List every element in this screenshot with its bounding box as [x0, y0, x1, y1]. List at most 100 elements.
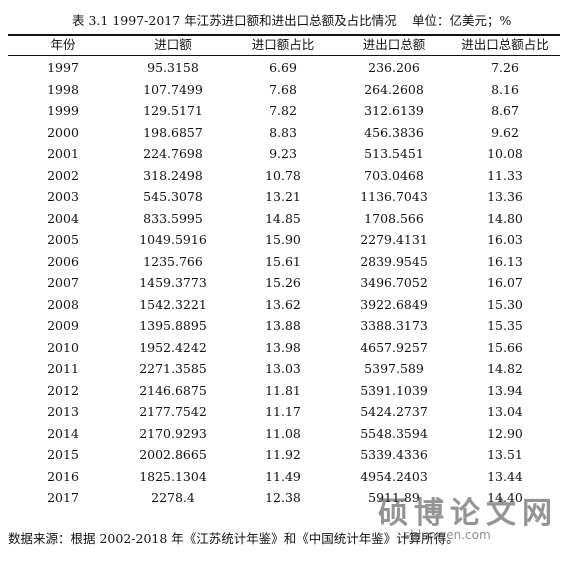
data-table: 年份 进口额 进口额占比 进出口总额 进出口总额占比 1997 95.3158 6.…	[8, 35, 560, 505]
cell-import-share: 7.82	[269, 103, 297, 118]
cell-import-share: 13.98	[265, 339, 301, 355]
table-row: 2003 545.3078 13.21 1136.7043 13.36	[8, 186, 560, 208]
cell-total-trade-share: 16.03	[487, 232, 523, 247]
cell-import-share: 9.23	[269, 146, 297, 161]
cell-total-trade-share: 8.67	[491, 103, 519, 118]
table-row: 2009 1395.8895 13.88 3388.3173 15.35	[8, 315, 560, 337]
cell-year: 2000	[47, 124, 79, 140]
cell-import-share: 7.68	[269, 81, 297, 97]
cell-import: 1459.3773	[139, 275, 207, 290]
table-row: 2008 1542.3221 13.62 3922.6849 15.30	[8, 294, 560, 316]
cell-year: 2014	[47, 425, 79, 441]
cell-year: 2006	[47, 253, 79, 269]
cell-total-trade: 4954.2403	[360, 468, 428, 484]
cell-total-trade: 2279.4131	[360, 232, 428, 247]
cell-import: 1049.5916	[139, 232, 207, 247]
cell-total-trade: 5397.589	[364, 361, 424, 376]
header-import-share: 进口额占比	[251, 37, 315, 52]
table-top-rule	[8, 34, 560, 36]
cell-total-trade-share: 14.82	[487, 361, 523, 376]
cell-total-trade-share: 13.51	[487, 447, 523, 462]
cell-total-trade-share: 11.33	[487, 167, 523, 183]
cell-import-share: 10.78	[265, 167, 301, 183]
table-row: 1999 129.5171 7.82 312.6139 8.67	[8, 100, 560, 122]
source-note: 数据来源：根据 2002-2018 年《江苏统计年鉴》和《中国统计年鉴》计算所得…	[8, 531, 459, 546]
cell-total-trade-share: 16.13	[487, 253, 523, 269]
cell-import-share: 11.81	[265, 382, 301, 398]
cell-import-share: 13.21	[265, 189, 301, 204]
cell-total-trade-share: 12.90	[487, 425, 523, 441]
cell-import-share: 15.90	[265, 232, 301, 247]
cell-year: 2016	[47, 468, 79, 484]
table-row: 2010 1952.4242 13.98 4657.9257 15.66	[8, 337, 560, 359]
cell-year: 2001	[47, 146, 79, 161]
cell-import: 2146.6875	[139, 382, 207, 398]
cell-total-trade-share: 14.40	[487, 490, 523, 505]
table-row: 1997 95.3158 6.69 236.206 7.26	[8, 57, 560, 79]
cell-import: 95.3158	[147, 60, 199, 75]
cell-import-share: 15.61	[265, 253, 301, 269]
cell-total-trade-share: 14.80	[487, 210, 523, 226]
header-import: 进口额	[154, 37, 192, 52]
cell-import: 1235.766	[143, 253, 203, 269]
table-row: 2001 224.7698 9.23 513.5451 10.08	[8, 143, 560, 165]
cell-year: 1997	[47, 60, 79, 75]
cell-import-share: 8.83	[269, 124, 297, 140]
cell-import-share: 11.08	[265, 425, 301, 441]
cell-year: 2010	[47, 339, 79, 355]
cell-import: 129.5171	[143, 103, 203, 118]
cell-total-trade-share: 7.26	[491, 60, 519, 75]
cell-total-trade: 513.5451	[364, 146, 424, 161]
cell-total-trade-share: 8.16	[491, 81, 519, 97]
cell-import: 545.3078	[143, 189, 203, 204]
table-row: 1998 107.7499 7.68 264.2608 8.16	[8, 79, 560, 101]
header-total-trade: 进出口总额	[362, 37, 426, 52]
table-body: 1997 95.3158 6.69 236.206 7.26 1998 107.7499 7.…	[8, 57, 560, 509]
cell-total-trade: 4657.9257	[360, 339, 428, 355]
cell-import: 2278.4	[151, 490, 195, 505]
cell-year: 1999	[47, 103, 79, 118]
cell-total-trade-share: 16.07	[487, 275, 523, 290]
cell-total-trade: 5391.1039	[360, 382, 428, 398]
table-row: 2013 2177.7542 11.17 5424.2737 13.04	[8, 401, 560, 423]
cell-import-share: 15.26	[265, 275, 301, 290]
cell-total-trade: 5424.2737	[360, 404, 428, 419]
cell-total-trade-share: 13.94	[487, 382, 523, 398]
cell-total-trade: 236.206	[368, 60, 420, 75]
cell-total-trade: 2839.9545	[360, 253, 428, 269]
cell-import-share: 11.17	[265, 404, 301, 419]
cell-total-trade: 264.2608	[364, 81, 424, 97]
table-row: 2004 833.5995 14.85 1708.566 14.80	[8, 208, 560, 230]
cell-import: 2271.3585	[139, 361, 207, 376]
cell-total-trade: 5911.89	[368, 490, 420, 505]
cell-import: 1952.4242	[139, 339, 207, 355]
cell-total-trade-share: 13.04	[487, 404, 523, 419]
table-caption: 表 3.1 1997-2017 年江苏进口额和进出口总额及占比情况 单位：亿美元…	[0, 12, 566, 30]
cell-import: 318.2498	[143, 167, 203, 183]
cell-total-trade: 3922.6849	[360, 296, 428, 312]
cell-total-trade: 456.3836	[364, 124, 424, 140]
table-row: 2016 1825.1304 11.49 4954.2403 13.44	[8, 466, 560, 488]
cell-total-trade-share: 15.66	[487, 339, 523, 355]
table-unit: 单位：亿美元；%	[412, 13, 512, 28]
table-row: 2000 198.6857 8.83 456.3836 9.62	[8, 122, 560, 144]
cell-total-trade: 1136.7043	[360, 189, 428, 204]
cell-import: 1395.8895	[139, 318, 207, 333]
cell-total-trade: 5548.3594	[360, 425, 428, 441]
cell-import-share: 12.38	[265, 490, 301, 505]
cell-year: 2013	[47, 404, 79, 419]
cell-import: 833.5995	[143, 210, 203, 226]
cell-year: 2003	[47, 189, 79, 204]
cell-total-trade-share: 15.30	[487, 296, 523, 312]
cell-import-share: 14.85	[265, 210, 301, 226]
table-row: 2014 2170.9293 11.08 5548.3594 12.90	[8, 423, 560, 445]
table-row: 2012 2146.6875 11.81 5391.1039 13.94	[8, 380, 560, 402]
cell-import: 2170.9293	[139, 425, 207, 441]
cell-import-share: 11.49	[265, 468, 301, 484]
cell-total-trade-share: 13.36	[487, 189, 523, 204]
cell-year: 2015	[47, 447, 79, 462]
cell-year: 2008	[47, 296, 79, 312]
cell-year: 2012	[47, 382, 79, 398]
cell-year: 2007	[47, 275, 79, 290]
